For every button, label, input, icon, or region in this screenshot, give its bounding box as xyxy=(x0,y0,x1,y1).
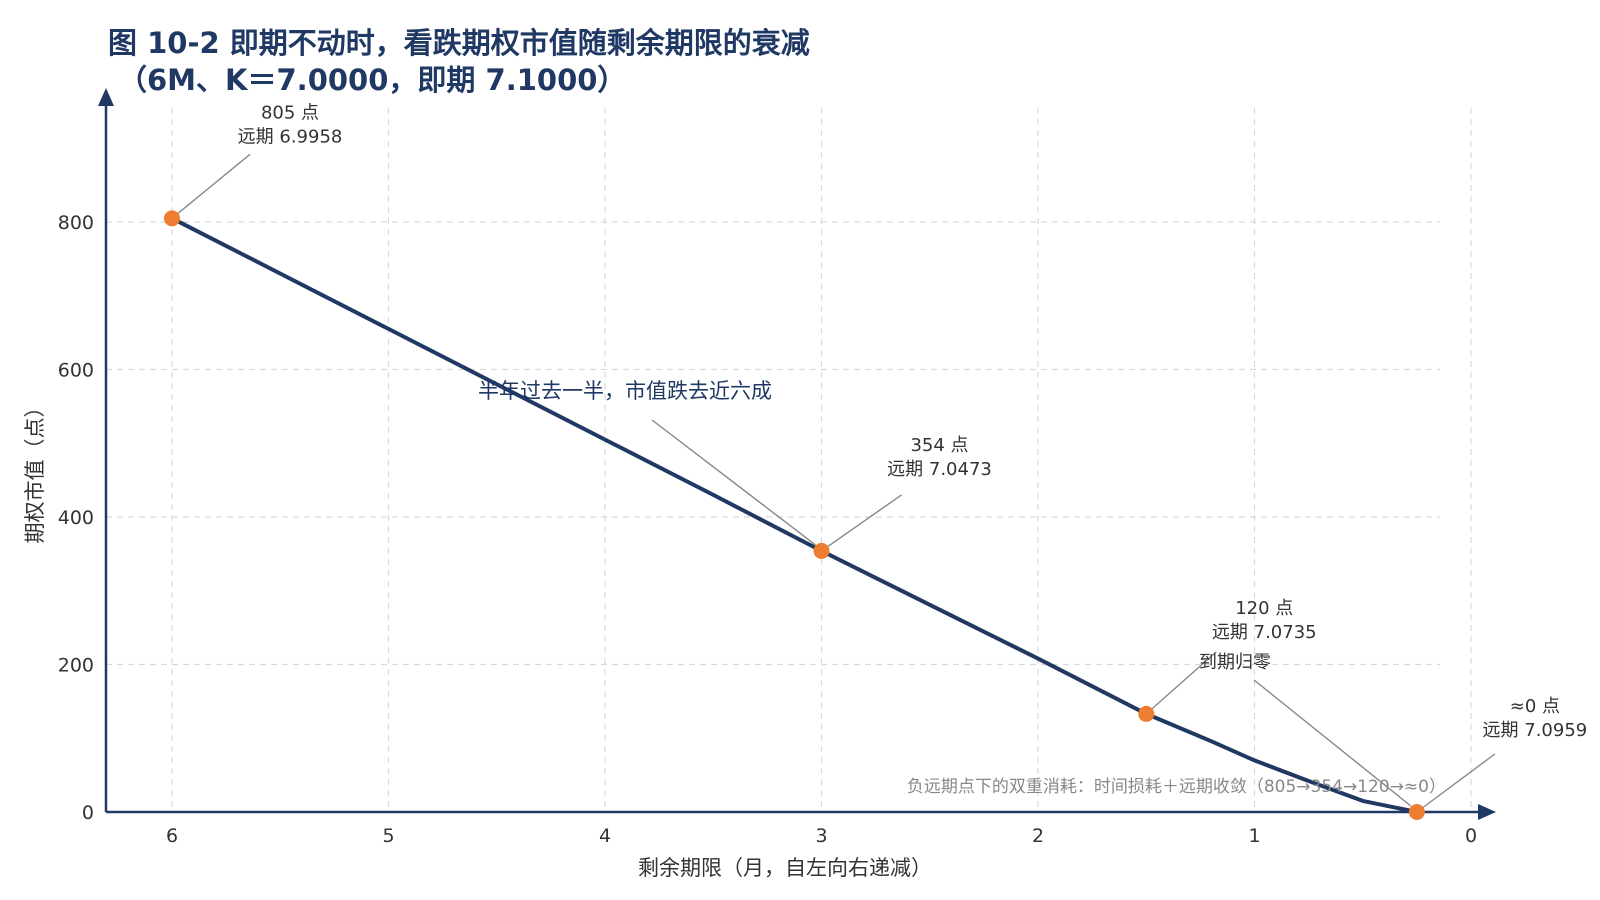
data-marker[interactable] xyxy=(164,210,180,227)
marker-forward-label: 远期 7.0735 xyxy=(1212,622,1317,643)
y-tick-label: 600 xyxy=(58,360,94,382)
x-axis-title: 剩余期限（月，自左向右递减） xyxy=(638,856,932,880)
data-marker[interactable] xyxy=(1408,804,1425,820)
y-tick-label: 0 xyxy=(82,802,94,824)
marker-leader xyxy=(1416,753,1496,813)
x-tick-label: 4 xyxy=(599,825,611,847)
x-tick-label: 0 xyxy=(1465,825,1477,847)
axes: 6 5 4 3 2 1 0 0 200 400 600 800 剩余期限（月，自左向右递减） 期权市值（点… xyxy=(23,88,1496,880)
series-line xyxy=(170,216,1419,814)
marker-forward-label: 远期 7.0959 xyxy=(1483,720,1588,741)
half-year-leader xyxy=(651,419,816,546)
y-tick-label: 200 xyxy=(58,655,94,677)
x-axis-arrow xyxy=(1478,804,1496,820)
marker-value-label: 120 点 xyxy=(1235,598,1293,619)
y-tick-label: 800 xyxy=(58,212,94,234)
data-marker[interactable] xyxy=(813,542,830,559)
y-axis-title: 期权市值（点） xyxy=(23,397,47,544)
x-tick-label: 3 xyxy=(815,825,827,847)
x-tick-label: 5 xyxy=(382,825,394,847)
grid-lines xyxy=(106,108,1472,813)
marker-value-label: 354 点 xyxy=(910,435,968,456)
chart-title: 图 10-2 即期不动时，看跌期权市值随剩余期限的衰减 xyxy=(108,26,810,60)
y-axis-arrow xyxy=(98,88,114,106)
x-tick-label: 6 xyxy=(166,825,178,847)
series-group xyxy=(170,216,1419,814)
footnote: 负远期点下的双重消耗：时间损耗＋远期收敛（805→354→120→≈0） xyxy=(907,777,1446,797)
marker-value-label: ≈0 点 xyxy=(1510,696,1560,717)
marker-leader xyxy=(1145,651,1217,715)
labels-group: 805 点远期 6.9958 354 点远期 7.0473 120 点远期 7.07… xyxy=(238,102,1588,797)
expiry-leader xyxy=(1253,679,1412,807)
expiry-annotation: 到期归零 xyxy=(1199,652,1271,673)
x-tick-label: 2 xyxy=(1032,825,1044,847)
marker-forward-label: 远期 6.9958 xyxy=(238,126,343,147)
markers-group xyxy=(164,210,1425,820)
y-tick-label: 400 xyxy=(58,507,94,529)
marker-leader xyxy=(171,153,251,219)
x-tick-label: 1 xyxy=(1248,825,1260,847)
marker-value-label: 805 点 xyxy=(261,102,319,123)
half-year-annotation: 半年过去一半，市值跌去近六成 xyxy=(478,379,772,403)
marker-leader xyxy=(821,494,902,552)
data-marker[interactable] xyxy=(1138,705,1155,722)
chart-subtitle: （6M、K＝7.0000，即期 7.1000） xyxy=(118,63,627,97)
annotation-leaders xyxy=(171,153,1496,813)
marker-forward-label: 远期 7.0473 xyxy=(887,459,992,480)
